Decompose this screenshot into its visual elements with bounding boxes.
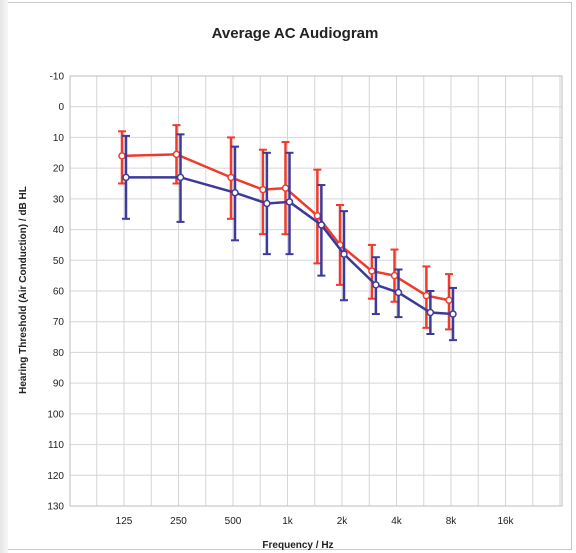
data-point (390, 271, 399, 280)
data-point (172, 150, 181, 159)
data-point (368, 267, 376, 275)
data-point (449, 310, 457, 318)
data-point (259, 185, 267, 194)
x-tick-label: 4k (391, 516, 403, 527)
y-axis-label: Hearing Threshold (Air Conduction) / dB … (18, 186, 29, 394)
y-tick-label: 50 (53, 256, 65, 267)
series-layer (118, 124, 457, 342)
x-tick-label: 2k (337, 516, 349, 527)
series-2 (122, 133, 457, 342)
data-point (231, 188, 239, 197)
data-point (176, 173, 185, 182)
data-point (372, 281, 380, 289)
data-point (394, 288, 403, 297)
plot-area-border (69, 75, 563, 507)
x-tick-label: 1k (282, 516, 294, 527)
data-point (313, 212, 322, 220)
data-point (422, 291, 431, 300)
y-tick-label: 100 (47, 409, 64, 420)
y-tick-label: 110 (48, 440, 64, 451)
data-point (118, 152, 126, 160)
data-point (227, 173, 235, 182)
y-tick-label: 30 (53, 194, 65, 205)
x-tick-label: 16k (497, 516, 514, 527)
y-tick-label: 60 (53, 287, 65, 298)
chart-title: Average AC Audiogram (212, 25, 379, 42)
data-point (317, 221, 326, 229)
y-tick-label: 0 (58, 102, 64, 113)
x-tick-label: 8k (446, 516, 458, 527)
grid-lines (69, 75, 563, 507)
data-point (426, 308, 435, 317)
x-axis-label: Frequency / Hz (262, 540, 333, 551)
x-tick-label: 250 (170, 516, 187, 527)
data-point (281, 184, 290, 192)
x-tick-labels: 125 250 500 1k 2k 4k 8k 16k (116, 516, 515, 527)
x-tick-label: 500 (225, 516, 242, 527)
y-tick-label: 130 (47, 502, 64, 513)
x-tick-label: 125 (116, 516, 133, 527)
data-point (263, 199, 271, 208)
y-tick-label: 70 (53, 317, 65, 328)
y-tick-label: 120 (47, 471, 64, 482)
y-tick-label: 90 (53, 379, 65, 390)
y-tick-label: 20 (53, 164, 65, 175)
data-point (445, 296, 453, 304)
data-point (122, 173, 130, 182)
y-tick-label: 40 (53, 225, 65, 236)
data-point (285, 198, 294, 206)
y-tick-label: 10 (53, 133, 65, 144)
y-tick-labels: -10 0 10 20 30 40 50 60 70 80 90 100 110 120 130 (47, 72, 64, 513)
data-point (340, 250, 348, 258)
series-1 (118, 124, 453, 331)
y-tick-label: 80 (53, 348, 65, 359)
y-tick-label: -10 (50, 72, 65, 83)
left-edge-strip (0, 0, 8, 553)
